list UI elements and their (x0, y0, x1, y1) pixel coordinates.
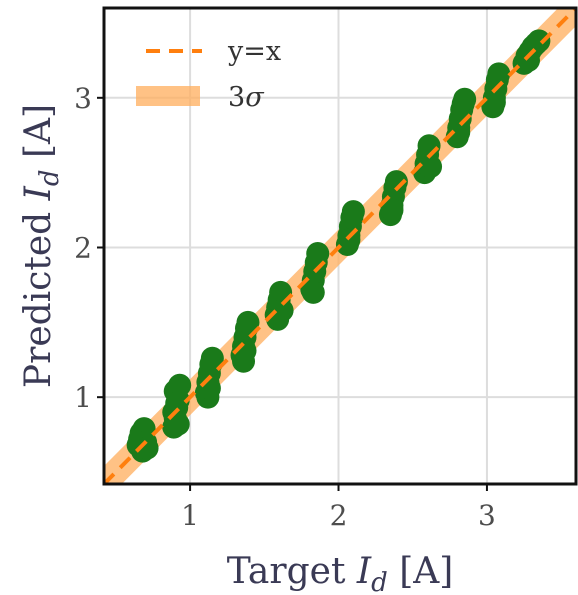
data-point-16 (165, 391, 189, 415)
y-axis-title-text: Predicted (18, 200, 59, 388)
y-tick-label-3: 3 (74, 82, 92, 115)
data-point-79 (517, 48, 541, 72)
data-point-47 (341, 200, 365, 224)
legend-band-swatch (136, 86, 200, 106)
y-tick-label-2: 2 (74, 231, 92, 264)
y-tick-label-1: 1 (74, 381, 92, 414)
data-point-59 (419, 155, 443, 179)
y-axis-subscript: d (35, 169, 65, 186)
data-point-22 (200, 346, 224, 370)
data-point-41 (306, 241, 330, 265)
x-tick-label-1: 1 (181, 499, 199, 532)
y-axis-title: Predicted Id [A] (18, 104, 65, 388)
x-axis-title: Target Id [A] (227, 551, 454, 595)
y-axis-unit: [A] (18, 104, 59, 170)
scatter-points (126, 29, 551, 463)
y-axis-variable: I (18, 185, 59, 201)
data-point-48 (337, 228, 361, 252)
legend-label-sigma: 3σ (228, 82, 265, 113)
legend-label-identity: y=x (227, 36, 281, 67)
x-axis-title-text: Target (227, 551, 357, 592)
data-point-65 (453, 87, 477, 111)
data-point-54 (380, 198, 404, 222)
x-axis-unit: [A] (388, 551, 454, 592)
x-tick-label-2: 2 (330, 499, 348, 532)
data-point-7 (135, 436, 159, 460)
data-point-72 (482, 90, 506, 114)
axis-ticks: 1 2 3 1 2 3 (74, 82, 496, 532)
data-point-71 (487, 62, 511, 86)
x-axis-variable: I (356, 551, 372, 592)
data-point-42 (301, 280, 325, 304)
data-point-66 (447, 120, 471, 144)
plot-frame (102, 6, 578, 486)
data-point-53 (384, 170, 408, 194)
data-point-13 (168, 373, 192, 397)
x-axis-subscript: d (371, 568, 388, 595)
legend-sigma-prefix: 3 (228, 82, 245, 113)
legend-sigma-symbol: σ (245, 82, 265, 113)
identity-line (104, 8, 576, 484)
data-point-15 (166, 412, 190, 436)
x-tick-label-3: 3 (478, 499, 496, 532)
data-point-29 (236, 310, 260, 334)
legend: y=x 3σ (136, 36, 281, 113)
data-point-78 (527, 29, 551, 53)
